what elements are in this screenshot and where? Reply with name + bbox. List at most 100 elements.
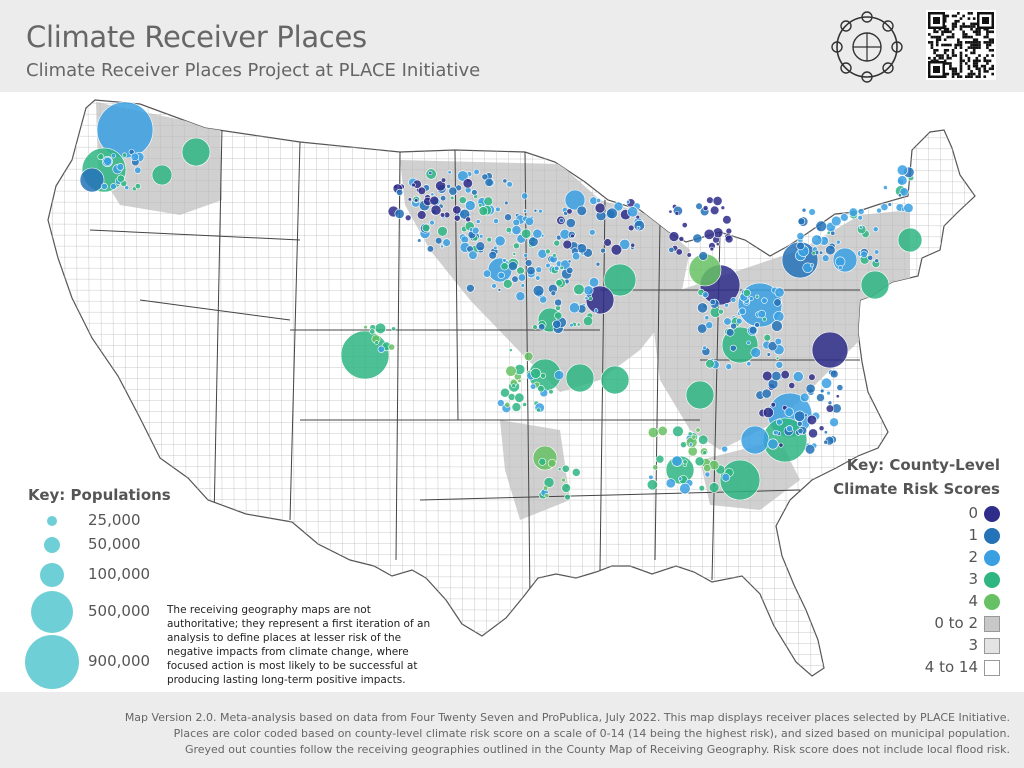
- receiver-place-circle: [635, 214, 641, 220]
- receiver-place-circle: [540, 372, 547, 379]
- receiver-place-circle: [665, 478, 676, 489]
- receiver-place-circle: [840, 213, 849, 222]
- receiver-place-circle: [529, 383, 537, 390]
- receiver-place-circle: [603, 238, 612, 247]
- receiver-place-circle: [613, 201, 624, 212]
- receiver-place-circle: [511, 275, 519, 283]
- receiver-place-circle: [559, 265, 564, 271]
- receiver-place-circle: [903, 202, 914, 214]
- receiver-place-circle: [725, 363, 733, 370]
- receiver-place-circle: [526, 266, 536, 276]
- receiver-place-circle: [573, 283, 585, 295]
- population-key-circle: [31, 591, 73, 633]
- receiver-place-circle: [827, 400, 833, 406]
- receiver-place-circle: [103, 156, 113, 166]
- receiver-place-circle: [816, 393, 825, 402]
- population-key-circle: [40, 563, 64, 587]
- receiver-place-circle: [726, 328, 735, 337]
- receiver-place-circle: [837, 264, 843, 270]
- receiver-place-circle: [464, 200, 476, 211]
- receiver-place-circle: [488, 251, 497, 260]
- receiver-place-circle: [823, 430, 828, 435]
- receiver-place-circle: [820, 377, 832, 389]
- receiver-place-circle: [583, 316, 594, 327]
- receiver-place-circle: [746, 361, 752, 367]
- receiver-place-circle: [434, 237, 443, 245]
- receiver-place-circle: [466, 283, 475, 293]
- receiver-place-circle: [721, 445, 729, 453]
- receiver-place-circle: [524, 259, 533, 267]
- receiver-place-circle: [473, 168, 480, 176]
- receiver-place-circle: [876, 207, 882, 214]
- receiver-place-circle: [508, 261, 518, 271]
- receiver-place-circle: [430, 204, 442, 216]
- receiver-place-circle: [538, 208, 543, 214]
- receiver-place-circle: [784, 407, 794, 417]
- receiver-place-circle: [773, 298, 782, 307]
- receiver-place-circle: [552, 319, 562, 329]
- receiver-place-circle: [705, 321, 714, 330]
- receiver-place-circle: [565, 363, 595, 393]
- receiver-place-circle: [774, 287, 785, 298]
- receiver-place-circle: [786, 425, 794, 433]
- receiver-place-circle: [462, 178, 473, 189]
- risk-key-place-dot: [984, 572, 1000, 588]
- receiver-place-circle: [702, 345, 707, 351]
- receiver-place-circle: [826, 390, 831, 396]
- receiver-place-circle: [724, 234, 734, 244]
- population-key: Key: Populations 25,000 50,000 100,000 500,…: [25, 486, 188, 696]
- receiver-place-circle: [569, 322, 574, 328]
- receiver-place-circle: [796, 420, 803, 427]
- disclaimer-note: The receiving geography maps are not aut…: [167, 604, 431, 686]
- receiver-place-circle: [404, 214, 412, 222]
- receiver-place-circle: [530, 367, 542, 379]
- receiver-place-circle: [493, 218, 499, 225]
- receiver-place-circle: [521, 228, 532, 239]
- receiver-place-circle: [511, 225, 522, 236]
- receiver-place-circle: [657, 425, 668, 436]
- receiver-place-circle: [730, 296, 737, 303]
- receiver-place-circle: [830, 230, 836, 236]
- receiver-place-circle: [571, 252, 581, 261]
- receiver-place-circle: [513, 242, 520, 250]
- receiver-place-circle: [538, 323, 546, 331]
- receiver-place-circle: [775, 356, 780, 361]
- receiver-place-circle: [535, 266, 543, 273]
- receiver-place-circle: [576, 205, 587, 216]
- receiver-place-circle: [811, 250, 817, 256]
- receiver-place-circle: [692, 233, 703, 244]
- receiver-place-circle: [811, 331, 849, 369]
- receiver-place-circle: [668, 231, 680, 242]
- receiver-place-circle: [475, 241, 486, 252]
- receiver-place-circle: [450, 195, 455, 201]
- receiver-place-circle: [584, 296, 589, 300]
- receiver-place-circle: [429, 195, 440, 206]
- receiver-place-circle: [523, 209, 528, 214]
- receiver-place-circle: [776, 418, 783, 426]
- receiver-place-circle: [675, 248, 683, 256]
- receiver-place-circle: [561, 464, 570, 473]
- risk-key-county-swatch: [984, 638, 1000, 654]
- receiver-place-circle: [633, 220, 645, 232]
- receiver-place-circle: [797, 217, 806, 226]
- receiver-place-circle: [550, 290, 557, 297]
- footer-line-1: Map Version 2.0. Meta-analysis based on …: [124, 711, 1010, 724]
- receiver-place-circle: [701, 291, 709, 298]
- qr-code[interactable]: [926, 10, 996, 80]
- receiver-place-circle: [554, 265, 560, 272]
- receiver-place-circle: [502, 178, 508, 184]
- receiver-place-circle: [544, 493, 550, 498]
- receiver-place-circle: [411, 182, 416, 188]
- receiver-place-circle: [589, 229, 596, 236]
- receiver-place-circle: [750, 347, 761, 358]
- receiver-place-circle: [596, 198, 602, 204]
- receiver-place-circle: [698, 434, 709, 445]
- receiver-place-circle: [720, 205, 726, 210]
- risk-key-place-label: 2: [968, 548, 978, 566]
- receiver-place-circle: [860, 250, 868, 259]
- receiver-place-circle: [600, 247, 606, 254]
- population-key-circle: [44, 537, 60, 553]
- receiver-place-circle: [826, 230, 831, 235]
- receiver-place-circle: [481, 173, 489, 181]
- receiver-place-circle: [778, 442, 784, 448]
